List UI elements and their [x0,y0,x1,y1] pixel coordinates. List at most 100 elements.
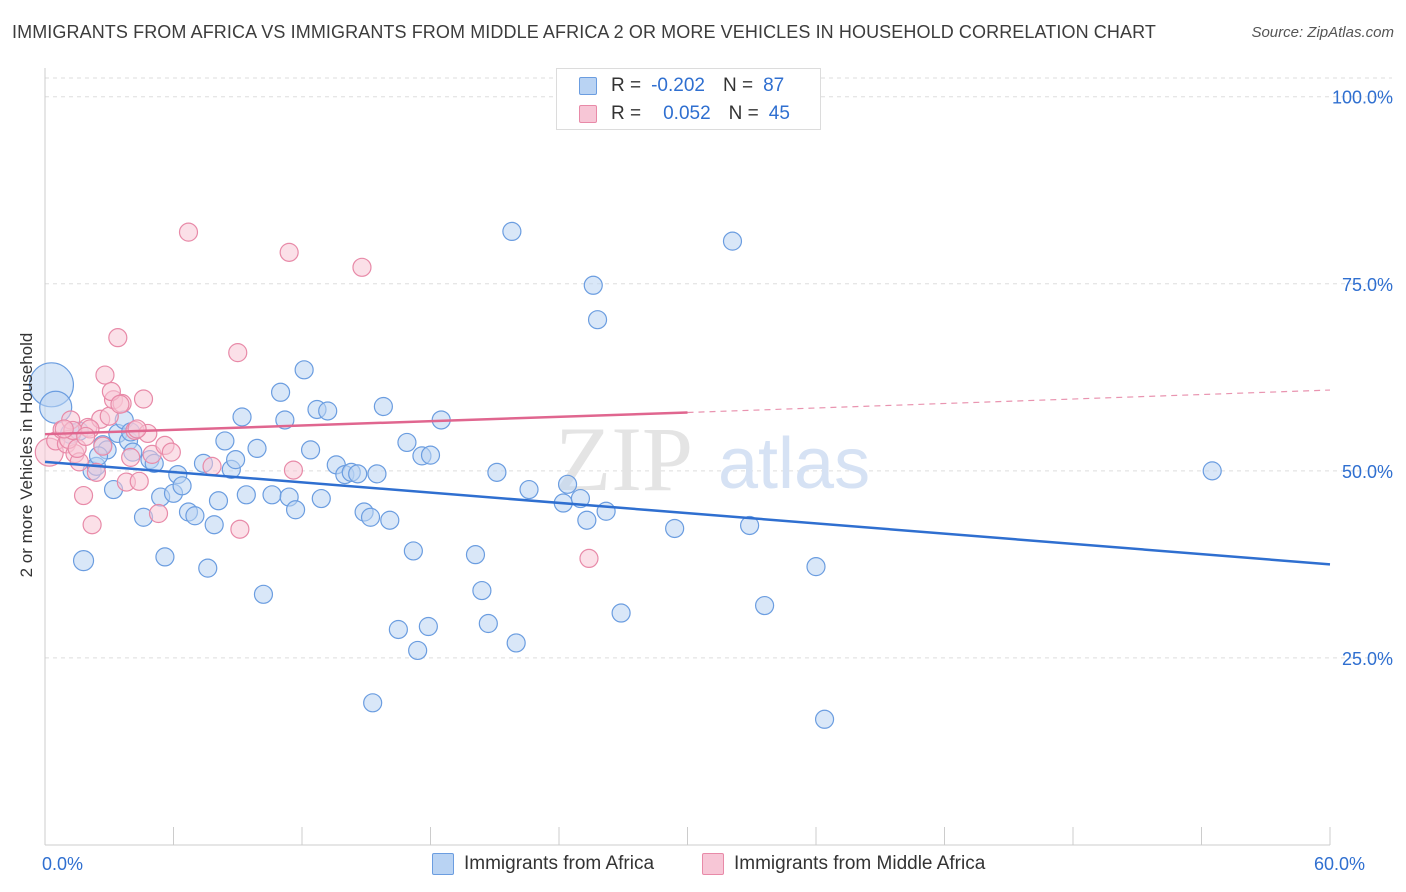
africa-point [294,360,314,380]
africa-point [155,547,175,567]
legend-africa-swatch-icon [432,853,454,875]
middle-africa-point [93,436,113,456]
middle-africa-point [127,419,147,439]
chart-title: IMMIGRANTS FROM AFRICA VS IMMIGRANTS FRO… [12,22,1156,42]
africa-point [300,440,321,460]
middle-africa-point [230,519,250,539]
africa-point [247,438,267,459]
middle-africa-point [228,343,248,363]
africa-point [420,445,441,465]
africa-point [285,500,306,520]
africa-point [814,709,835,729]
africa-point [408,640,428,661]
stats-row-africa: R = -0.202 N = 87 [579,73,784,99]
africa-point [253,584,274,604]
africa-point [465,545,486,565]
africa-r-value: -0.202 [651,75,705,96]
africa-point [754,595,775,616]
africa-point [506,633,526,653]
middle-africa-point [73,485,94,506]
africa-point [318,401,338,421]
africa-point [388,619,408,640]
africa-point [665,518,685,539]
watermark-atlas: atlas [718,424,870,504]
middle-africa-point [279,242,299,262]
africa-point [403,541,423,561]
middle-africa-point [352,257,372,277]
middle-africa-point [86,462,107,482]
africa-point [397,432,417,453]
middle-africa-point [148,503,169,524]
africa-point [270,382,291,402]
y-tick-label: 75.0% [1342,275,1393,295]
stats-row-middle-africa: R = 0.052 N = 45 [579,101,790,127]
trend-lines [44,389,1331,566]
africa-r-label: R = [611,75,642,96]
y-axis-label: 2 or more Vehicles in Household [17,332,36,578]
africa-point [226,450,246,470]
middle-africa-n-value: 45 [768,103,790,124]
africa-point [587,310,608,330]
africa-point [367,464,387,484]
legend-item-middle-africa[interactable]: Immigrants from Middle Africa [702,851,985,877]
x-tick-label: 60.0% [1314,854,1365,874]
africa-point [262,485,282,505]
africa-point [360,507,381,527]
source-label: Source: ZipAtlas.com [1251,24,1394,41]
africa-point [577,510,597,530]
africa-n-value: 87 [763,75,785,96]
middle-africa-point [121,447,141,467]
middle-africa-n-label: N = [728,103,759,124]
africa-trend-line [44,460,1331,566]
africa-point [275,410,295,430]
middle-africa-point [95,365,115,385]
middle-africa-point [54,419,74,439]
africa-point [363,693,383,713]
middle-africa-r-label: R = [611,103,642,124]
africa-point [722,231,743,251]
x-tick-label: 0.0% [42,854,83,874]
watermark: ZIP atlas [555,408,870,510]
middle-africa-point [76,426,96,447]
africa-n-label: N = [722,75,754,96]
africa-point [72,550,95,572]
africa-point [380,510,400,530]
africa-point [232,407,252,427]
middle-africa-point [283,460,304,480]
africa-point [204,515,224,535]
africa-point [1202,461,1222,481]
africa-point [198,558,218,578]
y-tick-label: 25.0% [1342,649,1393,669]
legend-item-africa[interactable]: Immigrants from Africa [432,851,654,877]
africa-point [208,491,229,511]
middle-africa-trend-extension [687,389,1331,414]
africa-point [502,221,522,241]
legend-middle-africa-label: Immigrants from Middle Africa [734,853,986,874]
africa-point [185,506,205,526]
africa-point [215,431,235,451]
middle-africa-point [129,471,149,491]
middle-africa-point [202,456,222,476]
middle-africa-point [161,442,181,462]
middle-africa-point [82,515,102,535]
africa-point [806,557,826,577]
africa-point [418,616,438,637]
middle-africa-point [110,394,130,414]
africa-point [472,580,492,601]
africa-point [478,613,498,634]
middle-africa-swatch-icon [579,105,597,123]
middle-africa-r-value: 0.052 [663,103,711,124]
y-tick-label: 50.0% [1342,462,1393,482]
tick-labels: 25.0% 50.0% 75.0% 100.0% 0.0% 60.0% [42,88,1393,874]
middle-africa-point [579,548,599,569]
legend-middle-africa-swatch-icon [702,853,724,875]
africa-point [348,464,368,484]
grid-lines [45,77,1392,659]
stats-box: R = -0.202 N = 87 R = 0.052 N = 45 [556,68,821,130]
africa-point [611,603,631,623]
africa-point [740,515,760,536]
y-tick-label: 100.0% [1332,88,1393,108]
africa-swatch-icon [579,77,597,95]
middle-africa-point [178,222,199,242]
